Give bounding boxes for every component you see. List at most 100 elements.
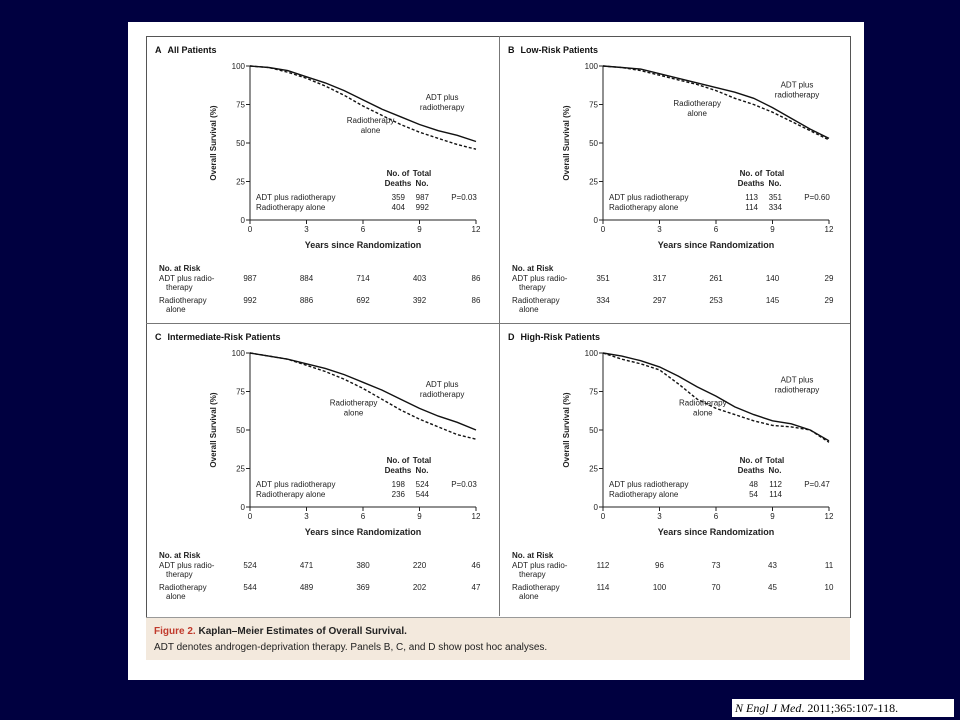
p-value: P=0.47 bbox=[804, 480, 830, 489]
panel-d-plot: 0 25 50 75 100 0 3 6 9 12 Years since Randomizatio… bbox=[512, 349, 834, 601]
panel-a-title: A All Patients bbox=[155, 45, 217, 55]
at-risk-value: 471 bbox=[300, 561, 314, 570]
x-tick-label: 9 bbox=[770, 225, 775, 234]
at-risk-value: 112 bbox=[597, 561, 610, 570]
at-risk-label: ADT plus radio- bbox=[512, 274, 568, 283]
at-risk-label: Radiotherapy bbox=[159, 296, 207, 305]
adt-plus-radiotherapy-curve bbox=[249, 352, 477, 431]
at-risk-heading: No. at Risk bbox=[512, 551, 554, 560]
table-deaths: 404 bbox=[392, 203, 406, 212]
table-total: 112 bbox=[769, 480, 782, 489]
y-tick-label: 75 bbox=[236, 101, 245, 110]
at-risk-value: 86 bbox=[472, 274, 481, 283]
x-tick-label: 6 bbox=[361, 512, 366, 521]
caption-title: Figure 2. Kaplan–Meier Estimates of Over… bbox=[154, 626, 407, 637]
x-axis-label: Years since Randomization bbox=[658, 240, 775, 250]
x-tick-label: 9 bbox=[770, 512, 775, 521]
at-risk-value: 202 bbox=[413, 583, 427, 592]
panel-divider-vertical bbox=[499, 36, 500, 616]
table-header: No. of bbox=[740, 169, 763, 178]
table-header: Total bbox=[766, 456, 785, 465]
table-header: No. bbox=[769, 466, 782, 475]
at-risk-label: therapy bbox=[166, 283, 193, 292]
adt-plus-radiotherapy-curve bbox=[602, 352, 830, 442]
y-axis-label: Overall Survival (%) bbox=[209, 392, 218, 467]
y-tick-label: 100 bbox=[232, 62, 246, 71]
panel-a-plot: 0 25 50 75 100 0 3 6 9 12 Years since Randomizatio… bbox=[159, 62, 481, 314]
p-value: P=0.03 bbox=[451, 480, 477, 489]
table-row-label: Radiotherapy alone bbox=[256, 490, 326, 499]
x-tick-label: 0 bbox=[601, 225, 606, 234]
x-tick-label: 0 bbox=[248, 512, 253, 521]
at-risk-value: 43 bbox=[768, 561, 777, 570]
x-axis-label: Years since Randomization bbox=[305, 240, 422, 250]
table-header: Deaths bbox=[385, 179, 412, 188]
curve-label: Radiotherapy alone bbox=[347, 116, 395, 135]
at-risk-value: 992 bbox=[243, 296, 257, 305]
y-tick-label: 25 bbox=[589, 465, 598, 474]
at-risk-value: 524 bbox=[243, 561, 257, 570]
x-tick-label: 9 bbox=[417, 225, 422, 234]
at-risk-label: Radiotherapy bbox=[512, 583, 560, 592]
at-risk-value: 403 bbox=[413, 274, 427, 283]
at-risk-value: 47 bbox=[472, 583, 481, 592]
radiotherapy-alone-curve bbox=[602, 65, 830, 141]
at-risk-value: 317 bbox=[653, 274, 667, 283]
panel-c-title: C Intermediate-Risk Patients bbox=[155, 332, 281, 342]
table-deaths: 198 bbox=[392, 480, 406, 489]
at-risk-label: alone bbox=[166, 305, 186, 314]
table-header: Deaths bbox=[738, 179, 765, 188]
x-tick-label: 3 bbox=[657, 512, 662, 521]
at-risk-label: alone bbox=[519, 592, 539, 601]
panel-c: C Intermediate-Risk Patients 0 25 50 75 100 0 3… bbox=[146, 323, 499, 616]
table-row-label: Radiotherapy alone bbox=[256, 203, 326, 212]
table-header: No. of bbox=[740, 456, 763, 465]
panel-d-title: D High-Risk Patients bbox=[508, 332, 601, 342]
y-tick-label: 75 bbox=[589, 101, 598, 110]
at-risk-label: therapy bbox=[519, 570, 546, 579]
at-risk-value: 45 bbox=[768, 583, 777, 592]
radiotherapy-alone-curve bbox=[602, 352, 830, 443]
at-risk-value: 886 bbox=[300, 296, 314, 305]
at-risk-value: 46 bbox=[472, 561, 481, 570]
y-tick-label: 25 bbox=[236, 178, 245, 187]
caption-text: ADT denotes androgen-deprivation therapy… bbox=[154, 642, 548, 653]
at-risk-label: alone bbox=[166, 592, 186, 601]
y-axis-label: Overall Survival (%) bbox=[562, 105, 571, 180]
adt-plus-radiotherapy-curve bbox=[602, 65, 830, 140]
at-risk-heading: No. at Risk bbox=[512, 264, 554, 273]
y-tick-label: 75 bbox=[236, 388, 245, 397]
table-total: 992 bbox=[416, 203, 430, 212]
x-tick-label: 6 bbox=[714, 225, 719, 234]
panel-b: B Low-Risk Patients 0 25 50 75 100 0 3 6 9 12 Years… bbox=[499, 36, 850, 323]
table-row-label: ADT plus radiotherapy bbox=[609, 193, 688, 202]
at-risk-label: alone bbox=[519, 305, 539, 314]
at-risk-value: 140 bbox=[766, 274, 780, 283]
x-axis-label: Years since Randomization bbox=[658, 527, 775, 537]
table-row-label: ADT plus radiotherapy bbox=[256, 480, 335, 489]
x-tick-label: 0 bbox=[601, 512, 606, 521]
panel-divider-horizontal bbox=[146, 323, 850, 324]
table-row-label: ADT plus radiotherapy bbox=[256, 193, 335, 202]
y-tick-label: 0 bbox=[594, 216, 599, 225]
table-row-label: Radiotherapy alone bbox=[609, 490, 679, 499]
table-row-label: ADT plus radiotherapy bbox=[609, 480, 688, 489]
table-header: No. of bbox=[387, 456, 410, 465]
table-total: 987 bbox=[416, 193, 430, 202]
radiotherapy-alone-curve bbox=[249, 65, 477, 150]
x-tick-label: 6 bbox=[714, 512, 719, 521]
y-tick-label: 75 bbox=[589, 388, 598, 397]
table-header: Deaths bbox=[738, 466, 765, 475]
table-header: Total bbox=[413, 169, 432, 178]
y-tick-label: 50 bbox=[589, 139, 598, 148]
at-risk-value: 884 bbox=[300, 274, 314, 283]
table-header: No. of bbox=[387, 169, 410, 178]
y-tick-label: 25 bbox=[589, 178, 598, 187]
panel-b-title: B Low-Risk Patients bbox=[508, 45, 599, 55]
y-tick-label: 25 bbox=[236, 465, 245, 474]
table-total: 334 bbox=[769, 203, 783, 212]
table-deaths: 236 bbox=[392, 490, 406, 499]
curve-label: ADT plus radiotherapy bbox=[420, 93, 464, 112]
y-tick-label: 100 bbox=[232, 349, 246, 358]
